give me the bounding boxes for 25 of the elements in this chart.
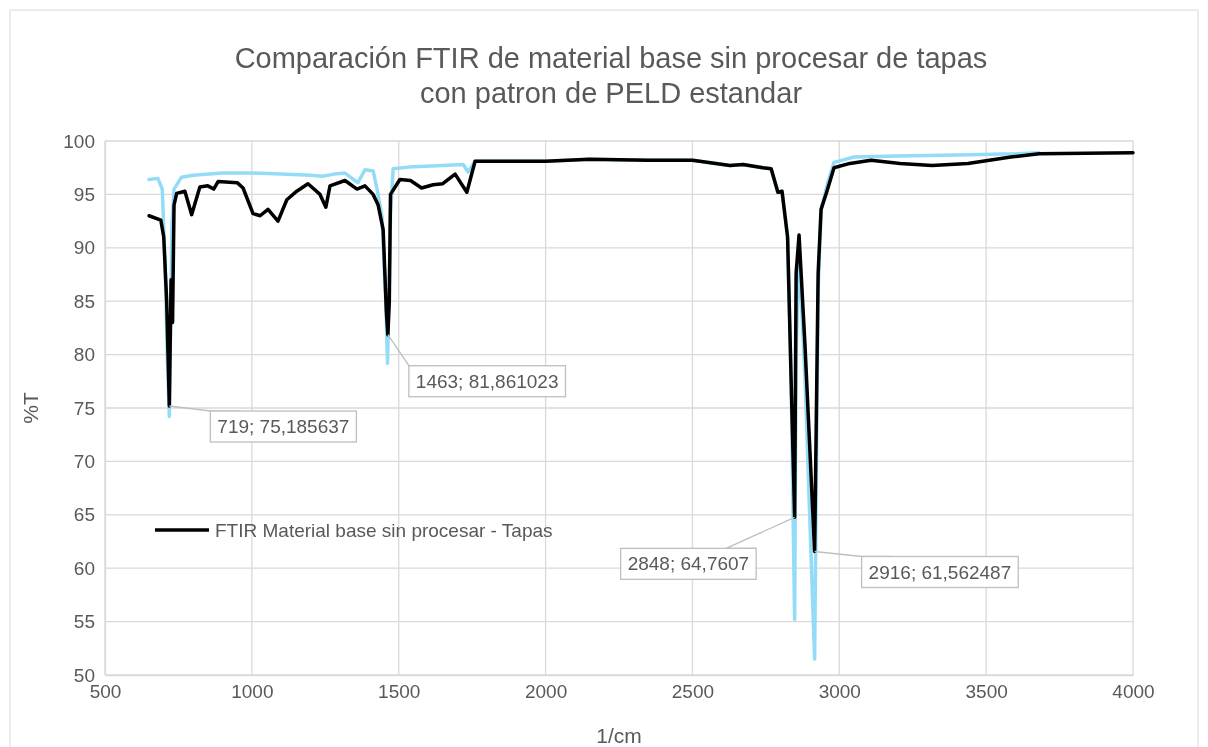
y-axis-title: %T — [19, 392, 42, 424]
x-axis-title: 1/cm — [596, 724, 642, 747]
annotation: 2916; 61,562487 — [868, 561, 1012, 583]
y-tick-label: 80 — [73, 344, 95, 366]
x-tick-label: 2000 — [524, 681, 568, 703]
x-tick-label: 2500 — [671, 681, 715, 703]
annotation: 2848; 64,7607 — [627, 553, 750, 575]
x-tick-label: 1000 — [231, 681, 274, 703]
y-tick-label: 90 — [73, 237, 95, 259]
y-tick-label: 85 — [73, 290, 95, 312]
y-tick-label: 100 — [63, 130, 95, 152]
y-tick-label: 75 — [73, 397, 95, 419]
x-tick-label: 3500 — [965, 681, 1008, 703]
chart-title: Comparación FTIR de material base sin procesar de tapas con patron de PELD estandar — [234, 42, 988, 109]
y-tick-label: 70 — [73, 450, 95, 472]
y-tick-label: 60 — [73, 557, 95, 579]
legend-label: FTIR Material base sin procesar - Tapas — [215, 520, 553, 541]
x-tick-label: 4000 — [1112, 681, 1155, 703]
x-tick-label: 3000 — [818, 681, 861, 703]
annotation: 1463; 81,861023 — [415, 370, 559, 392]
y-tick-label: 55 — [73, 611, 95, 633]
annotation: 719; 75,185637 — [217, 416, 350, 438]
x-tick-label: 1500 — [378, 681, 421, 703]
y-tick-label: 65 — [73, 504, 95, 526]
y-tick-label: 95 — [73, 183, 95, 205]
